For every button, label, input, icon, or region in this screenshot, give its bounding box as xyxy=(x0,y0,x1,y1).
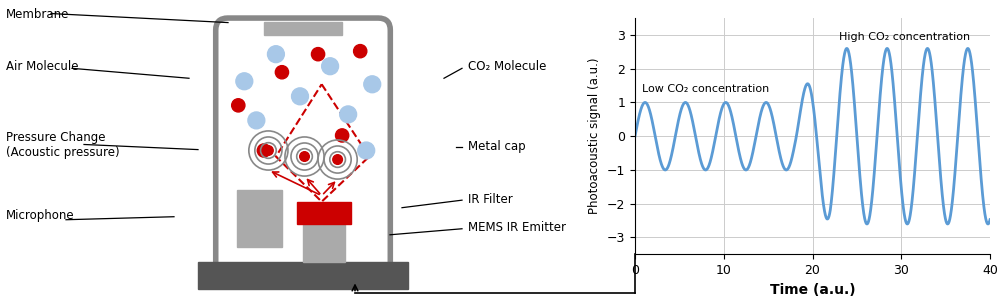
Text: IR Filter: IR Filter xyxy=(468,193,513,206)
Bar xyxy=(264,22,342,35)
Circle shape xyxy=(236,73,253,90)
Text: High CO₂ concentration: High CO₂ concentration xyxy=(839,32,970,42)
Circle shape xyxy=(354,45,367,58)
Bar xyxy=(198,262,408,289)
Circle shape xyxy=(340,106,357,123)
Circle shape xyxy=(364,76,381,93)
Bar xyxy=(297,202,351,224)
Circle shape xyxy=(275,66,289,79)
Circle shape xyxy=(333,155,342,164)
Circle shape xyxy=(336,129,349,142)
Circle shape xyxy=(264,146,273,155)
Text: Microphone: Microphone xyxy=(6,209,75,222)
Y-axis label: Photoacoustic signal (a.u.): Photoacoustic signal (a.u.) xyxy=(588,58,601,214)
Text: MEMS IR Emitter: MEMS IR Emitter xyxy=(468,221,566,234)
Circle shape xyxy=(248,112,265,129)
Circle shape xyxy=(322,58,339,75)
Bar xyxy=(303,223,345,262)
Bar xyxy=(237,190,282,247)
Circle shape xyxy=(358,142,375,159)
Text: CO₂ Molecule: CO₂ Molecule xyxy=(468,60,546,73)
Circle shape xyxy=(232,99,245,112)
FancyBboxPatch shape xyxy=(216,18,390,283)
Text: Metal cap: Metal cap xyxy=(468,140,526,153)
Circle shape xyxy=(267,46,284,63)
Circle shape xyxy=(257,144,271,157)
Text: Pressure Change
(Acoustic pressure): Pressure Change (Acoustic pressure) xyxy=(6,131,120,159)
Text: Membrane: Membrane xyxy=(6,8,69,20)
Circle shape xyxy=(300,152,309,161)
X-axis label: Time (a.u.): Time (a.u.) xyxy=(770,283,855,296)
Circle shape xyxy=(311,48,325,61)
Text: Air Molecule: Air Molecule xyxy=(6,60,78,73)
Circle shape xyxy=(292,88,308,105)
Text: Low CO₂ concentration: Low CO₂ concentration xyxy=(642,84,769,94)
